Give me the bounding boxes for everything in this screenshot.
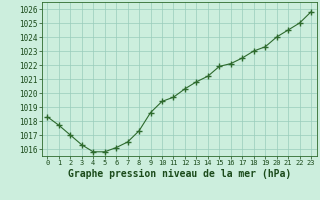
X-axis label: Graphe pression niveau de la mer (hPa): Graphe pression niveau de la mer (hPa) [68, 169, 291, 179]
